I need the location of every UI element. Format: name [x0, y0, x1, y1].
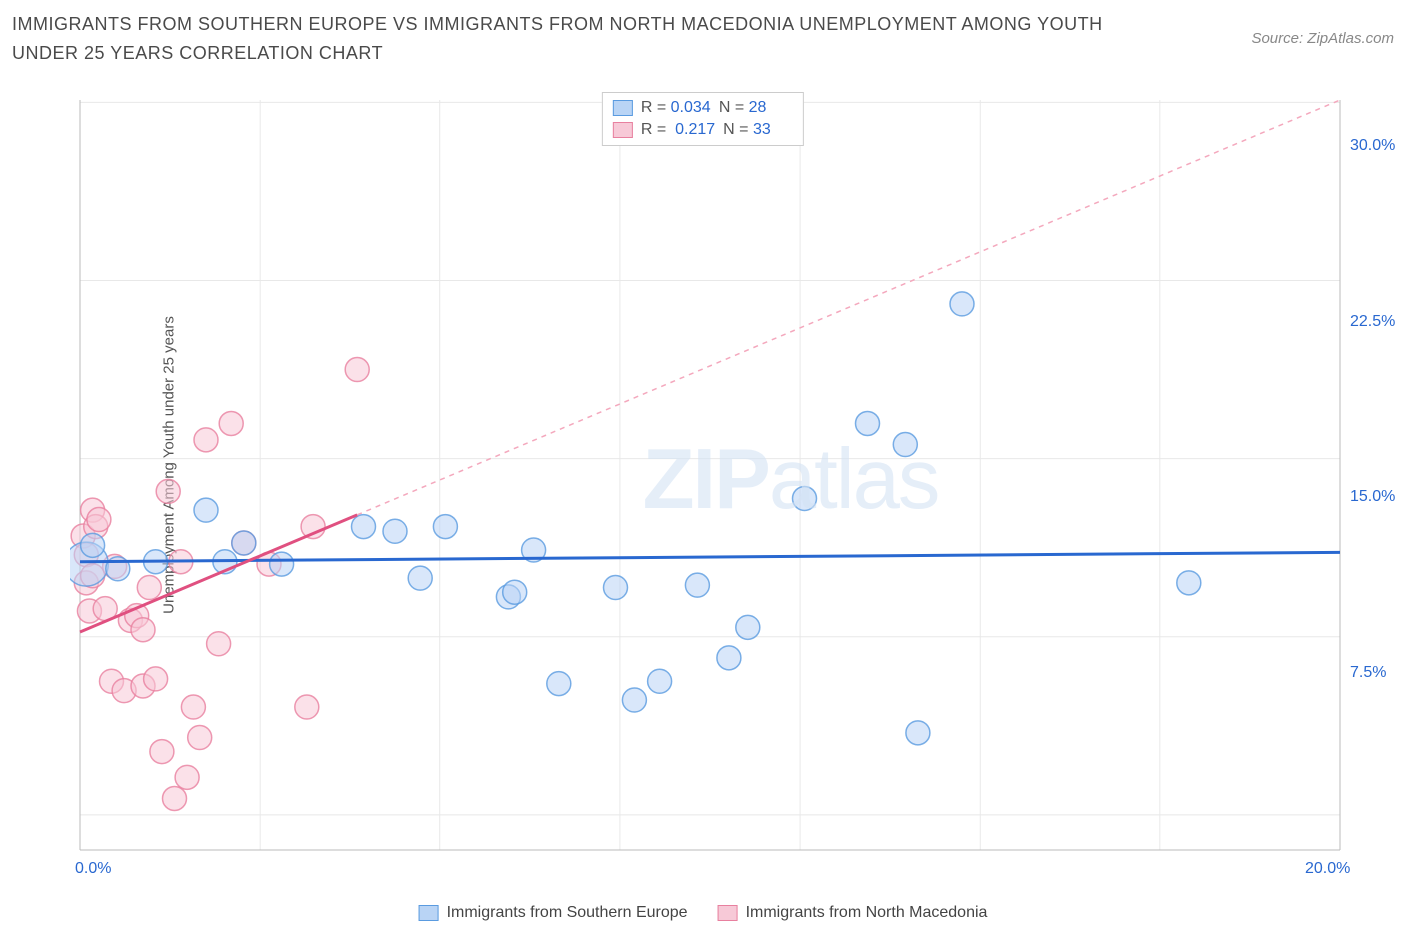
chart-area: ZIPatlas	[70, 90, 1380, 870]
legend-r-label: R = 0.034	[641, 99, 711, 117]
legend-row-series2: R = 0.217 N = 33	[613, 119, 793, 141]
series-legend: Immigrants from Southern Europe Immigran…	[419, 904, 988, 922]
series-label: Immigrants from Southern Europe	[447, 904, 688, 922]
legend-swatch-pink	[718, 905, 738, 921]
x-tick-label: 20.0%	[1305, 860, 1350, 878]
legend-n-label: N = 33	[723, 121, 793, 139]
legend-row-series1: R = 0.034 N = 28	[613, 97, 793, 119]
legend-swatch-pink	[613, 122, 633, 138]
y-tick-label: 15.0%	[1350, 488, 1395, 506]
series-legend-item: Immigrants from North Macedonia	[718, 904, 988, 922]
x-tick-label: 0.0%	[75, 860, 111, 878]
y-tick-label: 22.5%	[1350, 313, 1395, 331]
correlation-legend: R = 0.034 N = 28 R = 0.217 N = 33	[602, 92, 804, 146]
scatter-plot	[70, 90, 1380, 870]
chart-title: IMMIGRANTS FROM SOUTHERN EUROPE VS IMMIG…	[12, 10, 1112, 68]
y-tick-label: 30.0%	[1350, 137, 1395, 155]
series-legend-item: Immigrants from Southern Europe	[419, 904, 688, 922]
legend-n-label: N = 28	[719, 99, 789, 117]
legend-swatch-blue	[419, 905, 439, 921]
series-label: Immigrants from North Macedonia	[746, 904, 988, 922]
legend-r-label: R = 0.217	[641, 121, 715, 139]
y-tick-label: 7.5%	[1350, 664, 1386, 682]
source-attribution: Source: ZipAtlas.com	[1251, 30, 1394, 47]
legend-swatch-blue	[613, 100, 633, 116]
